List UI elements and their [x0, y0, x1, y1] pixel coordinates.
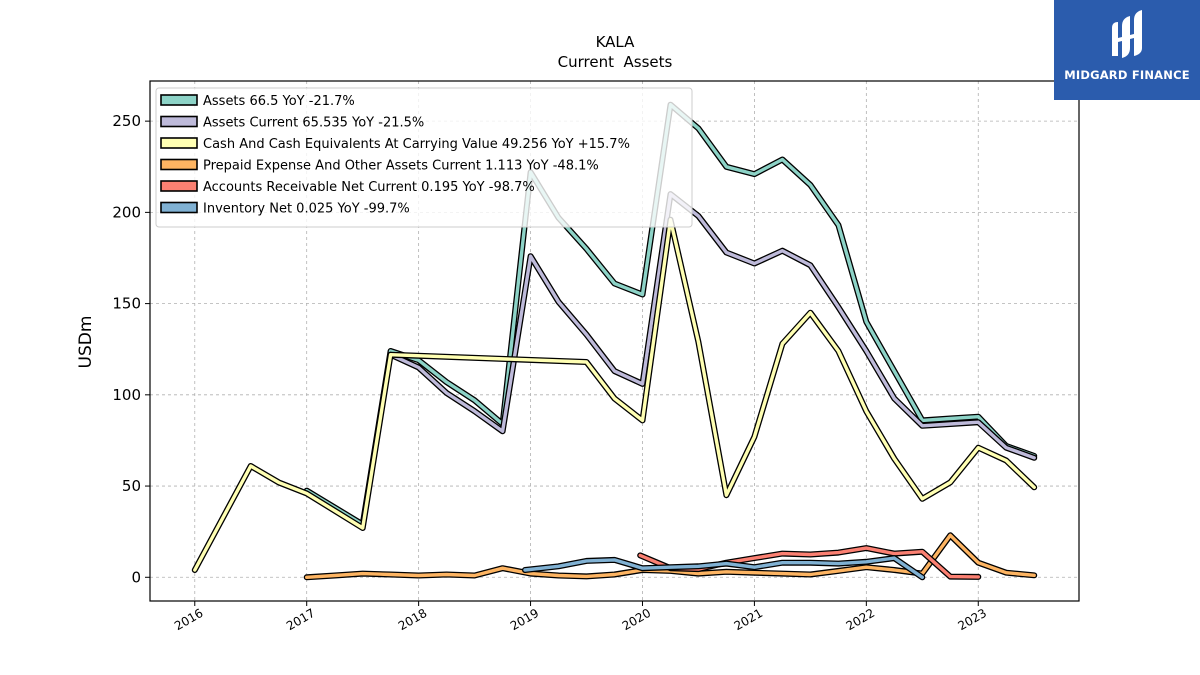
legend-box	[155, 87, 693, 228]
y-axis-label: USDm	[76, 316, 96, 369]
y-tick-label: 150	[112, 295, 141, 313]
plot-frame	[149, 80, 1080, 602]
x-tick-label: 2023	[956, 606, 989, 633]
legend-label-4: Accounts Receivable Net Current 0.195 Yo…	[203, 180, 535, 195]
x-tick-label: 2021	[732, 606, 765, 633]
series-line-1	[388, 192, 1036, 460]
legend-swatch-4	[160, 180, 198, 192]
legend: Assets 66.5 YoY -21.7% Assets Current 65.…	[155, 87, 693, 228]
legend-swatch-0	[160, 94, 198, 106]
y-tick-label: 250	[112, 112, 141, 130]
x-tick-label: 2017	[284, 606, 317, 633]
x-tick-label: 2016	[172, 606, 205, 633]
x-tick-label: 2018	[396, 606, 429, 633]
chart-subtitle: Current Assets	[558, 53, 673, 71]
legend-swatch-3	[160, 158, 198, 171]
brand-name: MIDGARD FINANCE	[1064, 68, 1190, 82]
chart-title: KALA	[596, 33, 636, 51]
y-tick-label: 0	[131, 568, 141, 586]
legend-label-1: Assets Current 65.535 YoY -21.5%	[203, 116, 424, 131]
y-tick-label: 100	[112, 386, 141, 404]
series-line-2	[193, 217, 1036, 572]
x-tick-label: 2019	[508, 606, 541, 633]
legend-swatch-1	[160, 115, 198, 128]
legend-swatch-2	[160, 137, 198, 149]
brand-logo-icon	[1112, 10, 1142, 58]
legend-label-2: Cash And Cash Equivalents At Carrying Va…	[203, 137, 630, 152]
x-tick-label: 2022	[844, 606, 877, 633]
legend-swatch-5	[160, 201, 198, 214]
brand-badge: MIDGARD FINANCE	[1054, 0, 1200, 100]
y-tick-label: 50	[122, 477, 141, 495]
legend-label-3: Prepaid Expense And Other Assets Current…	[203, 159, 599, 174]
y-tick-label: 200	[112, 203, 141, 221]
legend-label-0: Assets 66.5 YoY -21.7%	[203, 94, 355, 109]
series-line-5	[523, 556, 924, 579]
legend-label-5: Inventory Net 0.025 YoY -99.7%	[203, 202, 410, 217]
x-tick-label: 2020	[620, 606, 653, 633]
